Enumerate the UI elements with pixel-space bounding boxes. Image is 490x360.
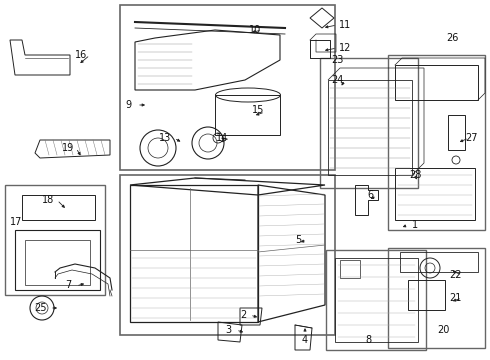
Bar (388, 248, 485, 348)
Text: 11: 11 (339, 20, 351, 30)
Text: 10: 10 (249, 25, 261, 35)
Text: 27: 27 (466, 133, 478, 143)
Text: 22: 22 (449, 270, 461, 280)
Text: 14: 14 (216, 133, 228, 143)
Text: 18: 18 (42, 195, 54, 205)
Bar (388, 55, 485, 230)
Bar (326, 250, 426, 350)
Text: 23: 23 (331, 55, 343, 65)
Text: 1: 1 (412, 220, 418, 230)
Bar (5, 185, 105, 295)
Text: 17: 17 (10, 217, 22, 227)
Text: 8: 8 (365, 335, 371, 345)
Text: 20: 20 (437, 325, 449, 335)
Text: 7: 7 (65, 280, 71, 290)
Bar (120, 5, 335, 170)
Text: 16: 16 (75, 50, 87, 60)
Text: 12: 12 (339, 43, 351, 53)
Text: 6: 6 (367, 190, 373, 200)
Bar (320, 58, 418, 188)
Text: 5: 5 (295, 235, 301, 245)
Text: 2: 2 (240, 310, 246, 320)
Text: 4: 4 (302, 335, 308, 345)
Text: 21: 21 (449, 293, 461, 303)
Text: 25: 25 (34, 303, 46, 313)
Text: 19: 19 (62, 143, 74, 153)
Text: 13: 13 (159, 133, 171, 143)
Text: 24: 24 (331, 75, 343, 85)
Bar (120, 175, 335, 335)
Text: 26: 26 (446, 33, 458, 43)
Text: 15: 15 (252, 105, 264, 115)
Text: 9: 9 (125, 100, 131, 110)
Text: 28: 28 (409, 170, 421, 180)
Text: 3: 3 (225, 325, 231, 335)
